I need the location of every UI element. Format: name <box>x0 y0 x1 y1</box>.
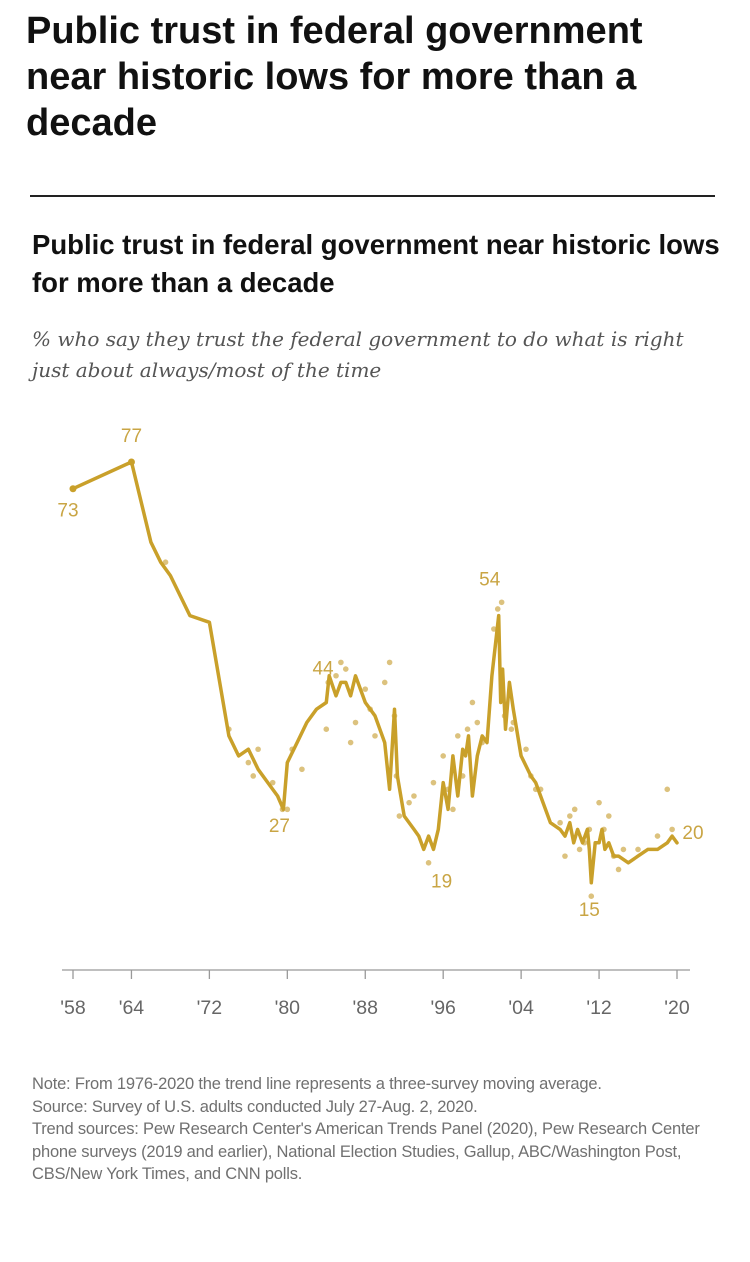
note-text: Note: From 1976-2020 the trend line repr… <box>32 1075 602 1093</box>
survey-dots <box>69 458 675 899</box>
survey-dot <box>299 766 305 773</box>
survey-dot <box>406 799 412 806</box>
value-label: 27 <box>269 816 290 837</box>
survey-dot <box>269 779 276 786</box>
survey-dot <box>347 739 354 746</box>
survey-dot <box>508 726 515 732</box>
survey-dot <box>255 746 261 753</box>
survey-dot <box>615 866 622 873</box>
survey-dot <box>620 846 627 853</box>
survey-dot <box>469 699 476 706</box>
page-title: Public trust in federal government near … <box>26 10 643 144</box>
survey-dot <box>523 746 529 753</box>
value-label: 73 <box>57 501 78 522</box>
survey-dot <box>576 846 583 853</box>
survey-dot <box>342 666 349 672</box>
source-text: Source: Survey of U.S. adults conducted … <box>32 1097 478 1116</box>
survey-dot <box>386 659 393 666</box>
value-label: 19 <box>431 871 452 892</box>
x-tick-label: '88 <box>353 997 378 1019</box>
survey-dot <box>450 806 456 813</box>
survey-dot <box>323 726 330 732</box>
survey-dot <box>606 813 612 819</box>
survey-dot <box>571 806 578 813</box>
survey-dot <box>491 626 497 632</box>
survey-dot <box>425 860 432 866</box>
survey-dot <box>411 793 417 799</box>
x-tick-label: '64 <box>119 997 145 1019</box>
survey-dot <box>338 659 344 666</box>
value-labels: 73 77 27 44 19 54 15 20 <box>57 426 703 921</box>
survey-dot <box>245 759 252 766</box>
survey-dot <box>664 786 671 793</box>
line-chart: 73 77 27 44 19 54 15 20 '58 '64 '72 '80 '88 '96 '04 '1… <box>57 426 703 1019</box>
value-label: 77 <box>121 426 142 447</box>
survey-dot <box>333 672 339 679</box>
survey-dot <box>588 893 595 899</box>
survey-dot <box>362 686 369 692</box>
survey-dot <box>372 733 378 739</box>
x-ticks: '58 '64 '72 '80 '88 '96 '04 '12 '20 <box>60 970 690 1019</box>
chart-subtitle: % who say they trust the federal governm… <box>32 327 684 382</box>
x-tick-label: '20 <box>664 997 690 1019</box>
x-tick-label: '04 <box>508 997 534 1019</box>
divider <box>30 195 715 197</box>
survey-dot <box>567 813 573 819</box>
survey-dot <box>162 559 169 565</box>
survey-dot <box>498 599 505 606</box>
survey-dot <box>430 779 437 786</box>
survey-dot <box>635 846 641 853</box>
x-tick-label: '96 <box>430 997 455 1019</box>
survey-dot <box>474 719 481 726</box>
survey-dot <box>654 833 661 839</box>
survey-dot <box>669 826 675 833</box>
x-tick-label: '58 <box>60 997 85 1019</box>
x-tick-label: '72 <box>197 997 222 1019</box>
value-label: 44 <box>312 658 334 679</box>
trend-line <box>71 460 679 885</box>
notes: Note: From 1976-2020 the trend line repr… <box>32 1073 722 1186</box>
survey-dot <box>596 799 602 806</box>
value-label: 20 <box>682 823 703 844</box>
value-label: 15 <box>579 900 600 921</box>
survey-dot <box>250 773 257 779</box>
x-tick-label: '80 <box>275 997 301 1019</box>
survey-dot <box>455 733 461 739</box>
x-tick-label: '12 <box>586 997 611 1019</box>
survey-dot <box>396 813 403 819</box>
survey-dot <box>562 853 568 859</box>
survey-dot <box>464 726 471 732</box>
survey-dot <box>440 753 446 759</box>
survey-dot <box>284 806 291 813</box>
chart-title: Public trust in federal government near … <box>32 229 720 298</box>
survey-dot <box>352 719 359 726</box>
value-label: 54 <box>479 570 501 591</box>
survey-dot <box>557 819 563 826</box>
survey-dot <box>381 679 388 686</box>
trend-sources-text: Trend sources: Pew Research Center's Ame… <box>32 1120 700 1184</box>
survey-dot <box>494 606 501 612</box>
